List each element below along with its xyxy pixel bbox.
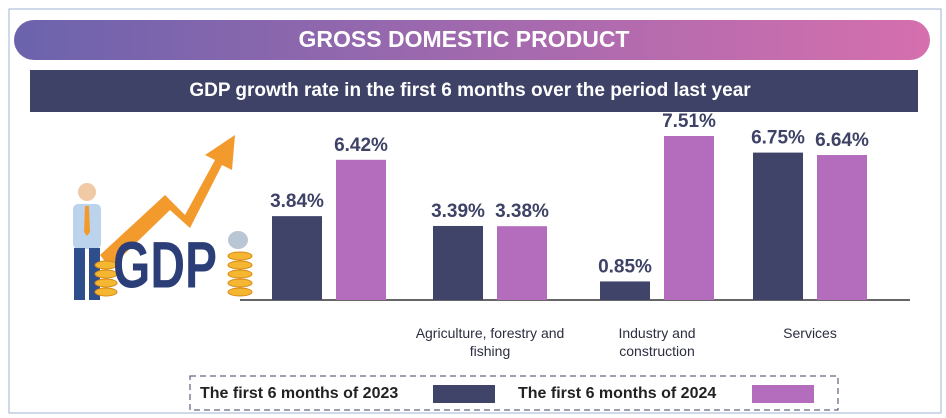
bar: [600, 281, 650, 300]
legend-box: [189, 375, 839, 411]
value-label: 6.64%: [815, 130, 869, 151]
legend-label: The first 6 months of 2024: [518, 385, 716, 402]
value-label: 3.39%: [431, 201, 485, 222]
chart-title: GROSS DOMESTIC PRODUCT: [299, 26, 630, 52]
subtitle-bar: [30, 70, 918, 112]
bar: [664, 136, 714, 300]
bar: [817, 154, 867, 300]
x-tick-label: Services: [783, 325, 837, 341]
header-bar: [14, 20, 930, 60]
illustration-text: GDP: [113, 227, 217, 301]
chart-subtitle: GDP growth rate in the first 6 months ov…: [189, 80, 751, 101]
bar: [433, 225, 483, 300]
legend-swatch: [433, 385, 495, 403]
bar: [272, 216, 322, 300]
bar: [497, 226, 547, 300]
bar: [336, 159, 386, 300]
value-label: 0.85%: [598, 256, 652, 277]
illustration: GDP: [73, 135, 253, 301]
legend-swatch: [752, 385, 814, 403]
value-label: 6.75%: [751, 128, 805, 149]
x-tick-label: Agriculture, forestry and fishing: [415, 325, 565, 359]
legend-label: The first 6 months of 2023: [200, 385, 398, 402]
value-label: 3.84%: [270, 191, 324, 212]
value-label: 6.42%: [334, 135, 388, 156]
value-label: 7.51%: [662, 111, 716, 132]
value-label: 3.38%: [495, 201, 549, 222]
bar: [753, 152, 803, 300]
x-tick-label: Industry and construction: [618, 325, 696, 359]
frame: [8, 8, 942, 414]
